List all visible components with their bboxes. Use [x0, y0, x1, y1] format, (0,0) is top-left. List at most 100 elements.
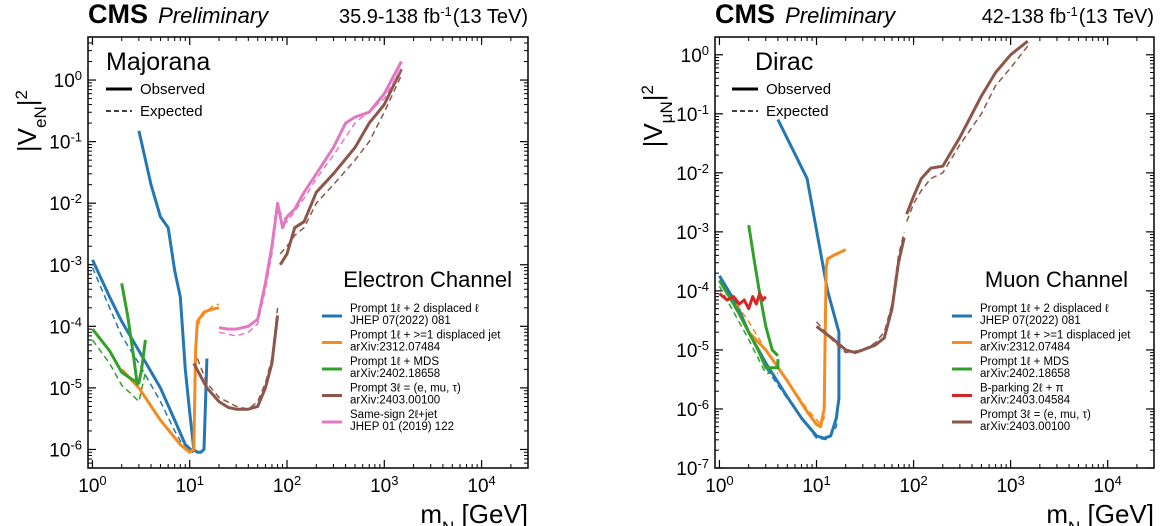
legend-label: Prompt 1ℓ + 2 displaced ℓ [350, 303, 479, 315]
y-axis-label-sup: 2 [12, 90, 31, 99]
series-1 [120, 303, 220, 454]
series-4 [218, 60, 403, 337]
observed-line [120, 283, 139, 386]
y-tick-label: 10-4 [676, 278, 709, 303]
energy-label: (13 TeV) [1079, 6, 1154, 28]
y-tick-base: 10 [676, 282, 697, 303]
x-tick-exponent: 4 [489, 473, 496, 488]
expected-line [735, 303, 826, 426]
x-axis-label-sub: N [1068, 518, 1080, 526]
y-tick-exponent: -7 [697, 456, 709, 471]
y-tick-label: 10-6 [676, 396, 709, 421]
x-tick-base: 10 [370, 476, 391, 497]
y-tick-label: 10-5 [49, 375, 82, 400]
style-legend-label: Observed [140, 81, 205, 98]
panel-muon: CMS Preliminary 42-138 fb-1(13 TeV)100 101… [638, 0, 1155, 526]
energy-label: (13 TeV) [453, 6, 528, 28]
y-axis-label-sub: eN [31, 106, 50, 128]
x-tick-exponent: 3 [1018, 473, 1025, 488]
y-tick-base: 10 [676, 223, 697, 244]
channel-title: Muon Channel [985, 267, 1128, 292]
y-tick-exponent: -4 [70, 314, 82, 329]
x-axis-label-tail: [GeV] [454, 499, 528, 526]
observed-line [278, 68, 403, 266]
y-tick-base: 10 [676, 400, 697, 421]
y-tick-base: 10 [49, 133, 70, 154]
expected-line [196, 307, 279, 411]
header-cms: CMS Preliminary [715, 0, 897, 29]
series-4 [815, 40, 1029, 355]
x-axis-label-base: m [420, 499, 442, 526]
y-tick-label: 10-7 [676, 456, 709, 481]
status-label: Preliminary [779, 3, 897, 28]
x-tick-label: 100 [705, 473, 733, 498]
legend-reference: arXiv:2402.18658 [350, 368, 440, 380]
x-tick-exponent: 2 [921, 473, 928, 488]
y-tick-exponent: -3 [697, 219, 709, 234]
legend-reference: arXiv:2403.00100 [350, 395, 440, 407]
x-axis-label: mN [GeV] [1046, 499, 1154, 526]
expected-line [815, 231, 905, 354]
lumi-value: 42-138 fb [982, 6, 1067, 28]
expected-line [279, 74, 403, 255]
x-axis-label-tail: [GeV] [1080, 499, 1154, 526]
observed-line [718, 279, 780, 370]
y-tick-label: 100 [681, 42, 709, 66]
x-tick-label: 103 [370, 473, 398, 498]
y-tick-base: 10 [676, 459, 697, 480]
x-tick-base: 10 [899, 476, 920, 497]
y-tick-label: 10-6 [49, 437, 82, 462]
observed-line [137, 130, 209, 454]
y-tick-exponent: -6 [70, 437, 82, 452]
observed-line [747, 248, 847, 429]
style-legend-label: Expected [140, 103, 203, 120]
style-legend-label: Observed [766, 81, 831, 98]
x-tick-base: 10 [705, 476, 726, 497]
observed-line [747, 224, 779, 357]
y-tick-label: 10-1 [49, 129, 82, 154]
y-tick-label: 100 [54, 68, 82, 93]
x-tick-label: 101 [802, 473, 830, 498]
y-tick-exponent: -5 [697, 337, 709, 352]
observed-line [91, 259, 195, 454]
x-axis-label-sub: N [442, 518, 454, 526]
y-tick-label: 10-3 [676, 219, 709, 244]
y-tick-label: 10-3 [49, 252, 82, 277]
panel-electron: CMS Preliminary 35.9-138 fb-1(13 TeV)100 1… [12, 0, 529, 526]
y-tick-base: 10 [49, 194, 70, 215]
y-tick-exponent: 0 [75, 68, 82, 83]
series-2 [91, 283, 147, 404]
model-label: Majorana [106, 48, 210, 76]
y-tick-exponent: 0 [702, 42, 709, 57]
axes-frame [87, 36, 529, 469]
y-tick-base: 10 [49, 317, 70, 338]
experiment-label: CMS [88, 0, 148, 29]
y-tick-exponent: -4 [697, 278, 709, 293]
header-cms: CMS Preliminary [88, 0, 270, 29]
model-label: Dirac [755, 48, 813, 76]
legend-label: Same-sign 2ℓ+jet [350, 409, 438, 421]
x-tick-label: 103 [996, 473, 1024, 498]
x-tick-exponent: 1 [197, 473, 204, 488]
x-tick-base: 10 [996, 476, 1017, 497]
y-tick-label: 10-2 [676, 160, 709, 185]
y-axis-label-base: |V [12, 127, 42, 152]
y-tick-base: 10 [676, 341, 697, 362]
legend-label: Prompt 1ℓ + >=1 displaced jet [350, 330, 501, 342]
y-axis-label: |VμN|2 [638, 85, 676, 147]
y-tick-label: 10-1 [676, 101, 709, 126]
x-tick-label: 102 [273, 473, 301, 498]
y-tick-base: 10 [681, 46, 702, 67]
x-tick-label: 104 [1094, 473, 1122, 498]
expected-line [91, 339, 147, 404]
expected-line [218, 67, 403, 337]
x-tick-exponent: 4 [1115, 473, 1122, 488]
legend-reference: JHEP 01 (2019) 122 [350, 421, 454, 433]
expected-line [718, 285, 778, 375]
x-tick-exponent: 1 [823, 473, 830, 488]
y-axis-label-base: |V [638, 123, 668, 148]
curves [91, 60, 403, 454]
legend-reference: arXiv:2312.07484 [350, 342, 441, 354]
legend-label: Prompt 1ℓ + MDS [980, 356, 1069, 368]
